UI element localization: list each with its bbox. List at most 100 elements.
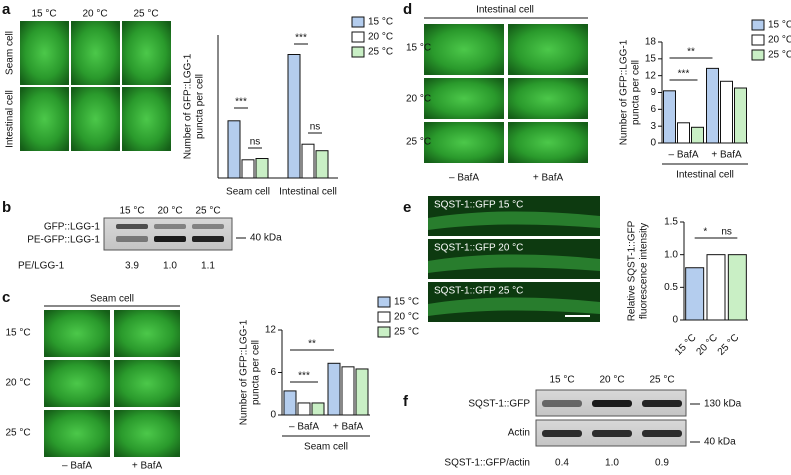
panel-letter: b <box>2 199 11 216</box>
micrograph <box>122 21 171 85</box>
legend-swatch <box>351 46 365 58</box>
panel-letter: d <box>403 1 412 18</box>
micrograph <box>114 410 180 457</box>
micrograph <box>44 360 110 407</box>
column-label: + BafA <box>132 461 163 472</box>
micrograph <box>44 410 110 457</box>
column-label: + BafA <box>533 173 564 184</box>
bar <box>283 390 297 416</box>
legend-swatch <box>751 34 765 46</box>
ratio: 1.0 <box>163 261 177 272</box>
micrograph <box>508 24 588 75</box>
marker-label: 40 kDa <box>704 437 736 448</box>
band-label: SQST-1::GFP <box>468 399 530 410</box>
legend-swatch <box>377 296 391 308</box>
legend-swatch <box>351 31 365 43</box>
bar <box>301 143 315 179</box>
y-tick-label: 9 <box>650 87 656 98</box>
x-tick-label: 25 °C <box>716 332 742 358</box>
y-tick-label: 15 <box>645 53 657 64</box>
legend-label: 15 °C <box>394 297 419 308</box>
micrograph <box>20 87 69 151</box>
significance-label: ** <box>308 339 316 350</box>
marker-label: 40 kDa <box>250 233 282 244</box>
significance-label: *** <box>235 97 247 108</box>
panel-letter: e <box>403 199 411 216</box>
row-label: 25 °C <box>406 137 431 148</box>
worm <box>428 297 600 316</box>
legend-label: 25 °C <box>394 327 419 338</box>
column-label: 15 °C <box>119 206 144 217</box>
x-tick-label: – BafA <box>668 150 698 161</box>
row-label: Intestinal cell <box>5 90 16 148</box>
band <box>192 224 224 229</box>
significance-label: *** <box>678 69 690 80</box>
row-label: Seam cell <box>5 31 16 75</box>
bar <box>706 254 726 321</box>
bar <box>315 150 329 179</box>
column-label: – BafA <box>62 461 92 472</box>
legend-swatch <box>751 49 765 61</box>
significance-label: ns <box>250 137 261 148</box>
column-label: 20 °C <box>599 375 624 386</box>
band <box>592 400 632 407</box>
row-label: 15 °C <box>406 43 431 54</box>
row-label: 15 °C <box>5 328 30 339</box>
y-tick-label: 1.5 <box>664 217 678 228</box>
bar <box>734 87 747 144</box>
y-tick-label: 0 <box>672 315 678 326</box>
x-tick-label: + BafA <box>333 422 364 433</box>
micrograph <box>71 21 120 85</box>
panel-title: Intestinal cell <box>476 5 534 16</box>
bar <box>227 120 241 179</box>
micrograph <box>508 78 588 119</box>
column-label: 15 °C <box>549 375 574 386</box>
legend-label: 20 °C <box>768 35 791 46</box>
blot <box>103 217 233 251</box>
x-tick-label: + BafA <box>711 150 742 161</box>
group-label: Seam cell <box>304 442 348 453</box>
y-tick-label: 6 <box>650 104 656 115</box>
band <box>642 400 682 407</box>
x-tick-label: 20 °C <box>694 332 720 358</box>
y-axis-label: puncta per cell <box>251 340 262 405</box>
x-tick-label: Intestinal cell <box>279 187 337 198</box>
ratio: 0.4 <box>555 458 569 469</box>
column-label: 25 °C <box>195 206 220 217</box>
y-axis-label: puncta per cell <box>195 74 206 139</box>
band <box>154 236 186 242</box>
y-axis-label: Number of GFP::LGG-1 <box>183 53 194 159</box>
legend-swatch <box>377 326 391 338</box>
row-label: 20 °C <box>5 378 30 389</box>
bar <box>311 402 325 416</box>
legend-label: 25 °C <box>368 47 393 58</box>
band <box>542 400 582 407</box>
band <box>592 430 632 437</box>
worm <box>428 211 600 230</box>
ratio-label: PE/LGG-1 <box>18 261 65 272</box>
x-tick-label: 15 °C <box>673 332 699 358</box>
band-label: PE-GFP::LGG-1 <box>27 235 100 246</box>
row-label: 25 °C <box>5 428 30 439</box>
panel-letter: f <box>403 393 409 410</box>
legend-swatch <box>751 19 765 31</box>
bar <box>255 158 269 179</box>
legend-label: 20 °C <box>368 32 393 43</box>
legend-label: 15 °C <box>368 17 393 28</box>
significance-label: ** <box>687 47 695 58</box>
bar <box>327 362 341 416</box>
significance-label: * <box>703 227 707 238</box>
worm <box>428 254 600 273</box>
significance-label: *** <box>298 371 310 382</box>
bar <box>727 254 747 321</box>
column-label: – BafA <box>449 173 479 184</box>
y-tick-label: 3 <box>650 121 656 132</box>
legend-swatch <box>377 311 391 323</box>
micrograph <box>71 87 120 151</box>
bar <box>706 67 719 144</box>
panel-letter: a <box>2 1 11 18</box>
micrograph <box>122 87 171 151</box>
micrograph <box>424 122 504 163</box>
x-tick-label: Seam cell <box>226 187 270 198</box>
